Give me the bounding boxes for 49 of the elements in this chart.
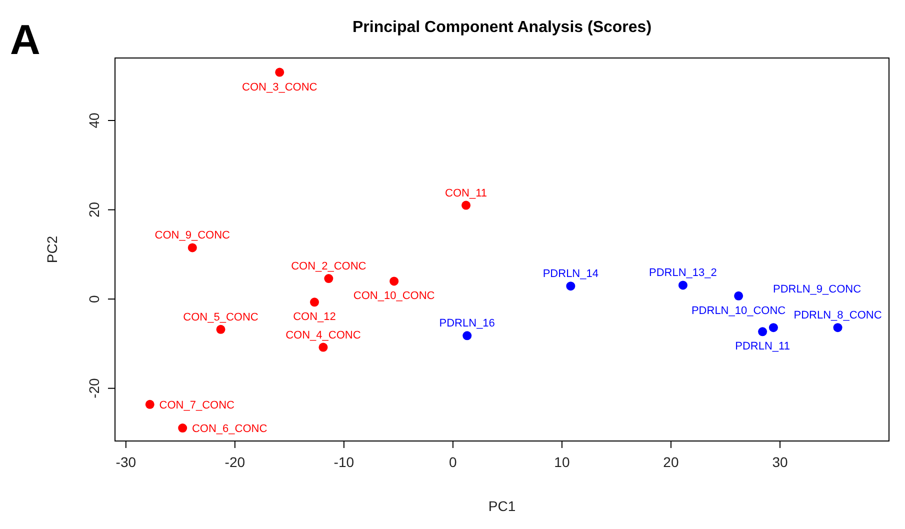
x-tick-label: -10 <box>334 454 354 470</box>
point <box>318 342 328 352</box>
annotation: CON_5_CONC <box>183 311 258 324</box>
annotation: CON_12 <box>293 311 336 324</box>
point <box>178 424 188 433</box>
point <box>324 274 334 284</box>
annotation: CON_2_CONC <box>291 260 366 273</box>
y-tick-label: 0 <box>86 294 102 303</box>
x-tick-label: 30 <box>772 454 788 470</box>
annotation: CON_10_CONC <box>353 290 435 302</box>
x-tick-label: 0 <box>449 454 458 470</box>
point <box>678 280 688 290</box>
point <box>833 323 842 332</box>
point <box>566 282 576 291</box>
point <box>734 291 744 300</box>
point <box>188 243 197 252</box>
annotation: CON_11 <box>445 187 488 200</box>
annotation: CON_6_CONC <box>192 423 268 436</box>
y-axis-title: PC2 <box>44 236 60 264</box>
point <box>768 323 778 332</box>
point <box>216 324 226 334</box>
annotation: CON_4_CONC <box>286 329 361 342</box>
annotation: PDRLN_8_CONC <box>794 310 882 322</box>
annotation: PDRLN_9_CONC <box>773 284 862 296</box>
y-tick-label: 20 <box>86 202 102 218</box>
point <box>145 400 154 409</box>
y-tick-label: -20 <box>86 378 102 398</box>
point <box>758 327 768 336</box>
point <box>275 68 284 77</box>
annotation: CON_7_CONC <box>159 399 235 412</box>
point <box>310 298 319 307</box>
x-tick-label: 20 <box>663 454 679 470</box>
annotation: PDRLN_14 <box>542 268 598 280</box>
point <box>462 331 472 340</box>
chart-title: Principal Component Analysis (Scores) <box>352 19 652 36</box>
annotation: CON_9_CONC <box>154 230 230 242</box>
text: A <box>10 16 40 63</box>
x-axis-title: PC1 <box>488 498 516 514</box>
annotation: PDRLN_16 <box>439 318 495 330</box>
x-tick-label: -30 <box>116 454 136 470</box>
annotation: CON_3_CONC <box>242 81 318 94</box>
annotation: PDRLN_13_2 <box>649 267 717 280</box>
y-tick-label: 40 <box>86 112 102 128</box>
annotation: PDRLN_10_CONC <box>691 304 786 317</box>
annotation: PDRLN_11 <box>735 340 790 353</box>
point <box>390 276 399 286</box>
x-tick-label: -20 <box>224 454 246 470</box>
point <box>462 200 471 210</box>
x-tick-label: 10 <box>554 454 570 470</box>
